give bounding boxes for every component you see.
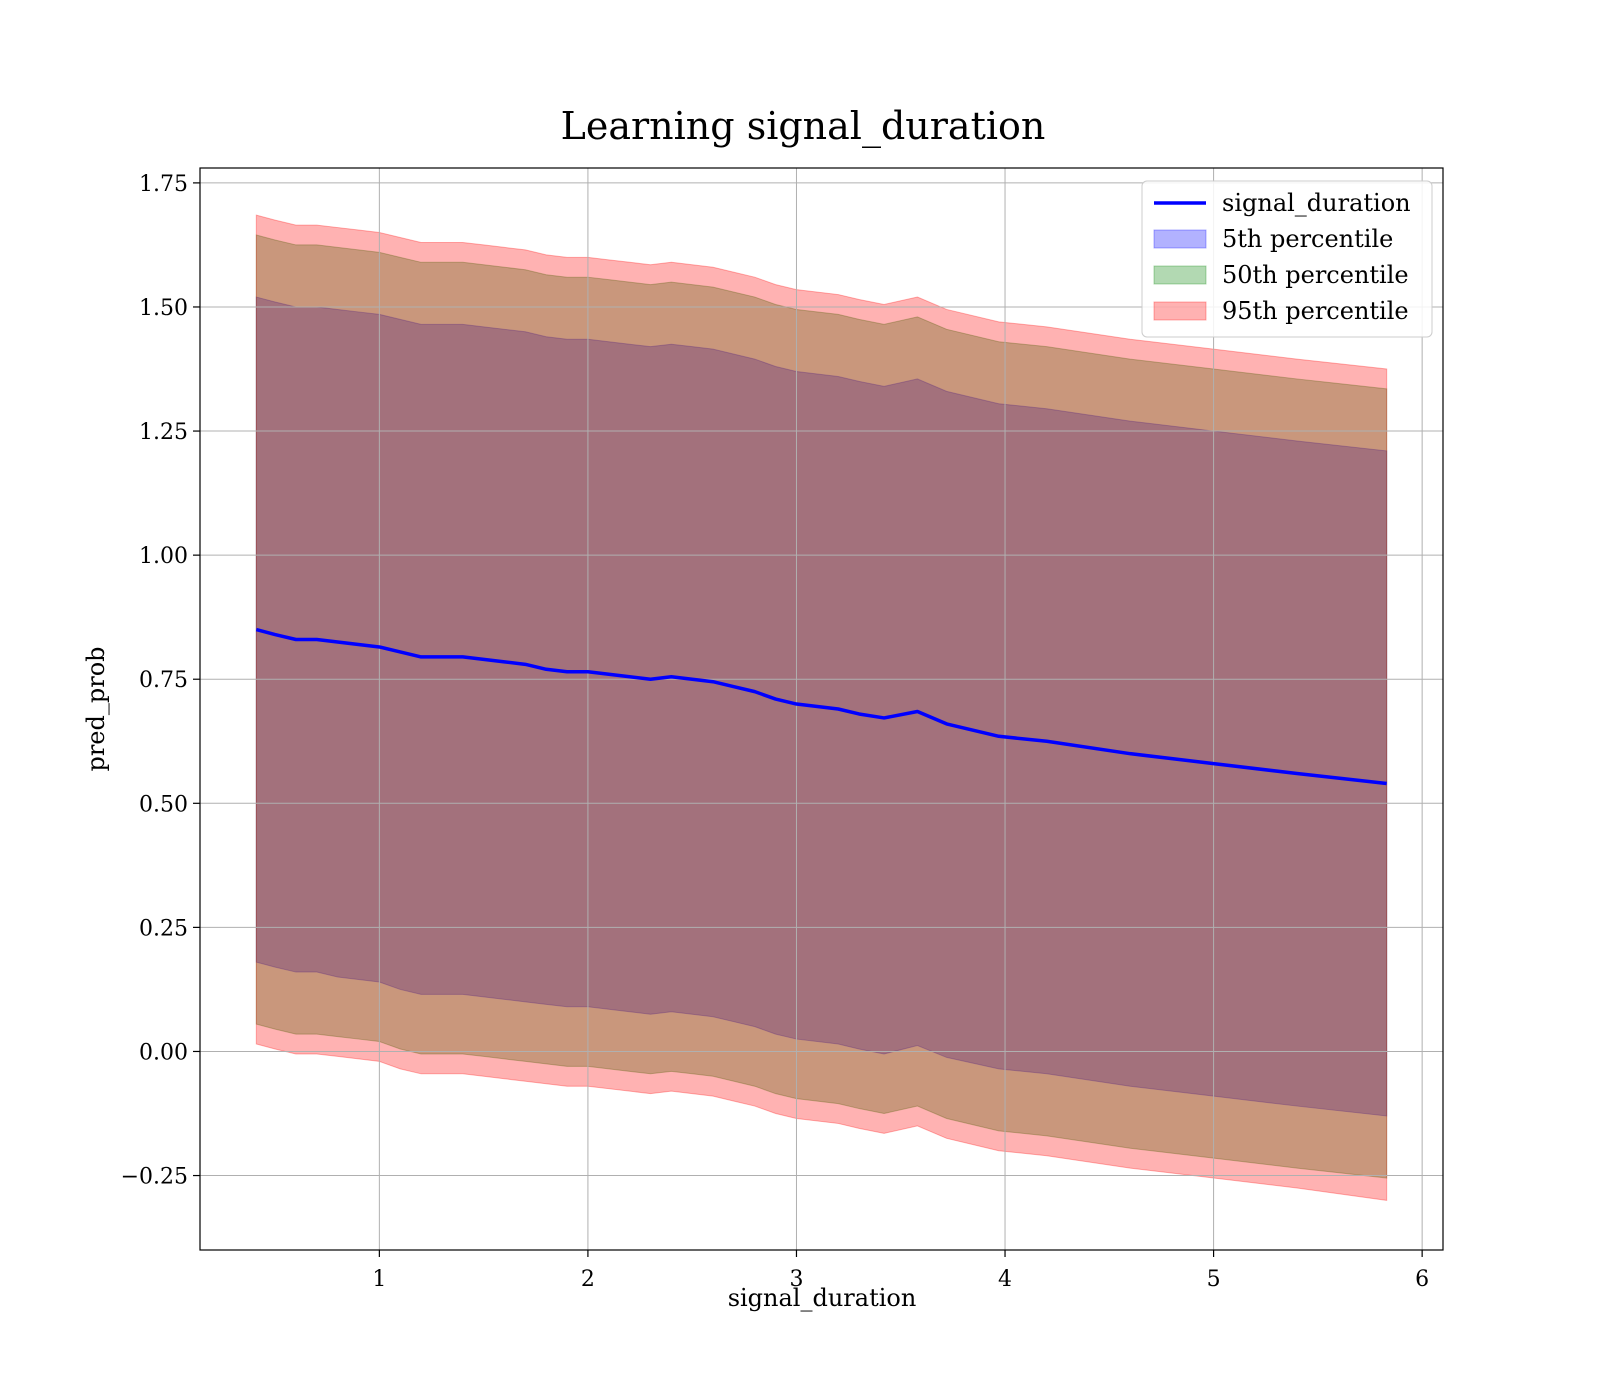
y-axis-ticks: −0.25 0.00 0.25 0.50 0.75 1.00 1.25 1.50 1.75 <box>121 172 200 1190</box>
x-tick-label: 5 <box>1207 1267 1221 1292</box>
legend-label-95th-percentile: 95th percentile <box>1222 297 1409 325</box>
legend-label-5th-percentile: 5th percentile <box>1222 225 1393 253</box>
legend-swatch-5th-percentile <box>1153 229 1207 249</box>
plot-area <box>199 167 1444 1251</box>
x-tick-label: 3 <box>789 1267 803 1292</box>
legend-swatch-95th-percentile <box>1153 301 1207 321</box>
y-tick-label: 0.25 <box>139 916 188 941</box>
x-tick-label: 2 <box>581 1267 595 1292</box>
y-axis-label: pred_prob <box>82 646 110 771</box>
line-signal_duration <box>255 627 1387 786</box>
y-tick-label: 0.00 <box>139 1040 188 1065</box>
axes-frame <box>199 167 1444 1251</box>
x-tick-label: 1 <box>372 1267 386 1292</box>
x-tick-label: 6 <box>1415 1267 1429 1292</box>
y-tick-label: 0.50 <box>139 792 188 817</box>
y-tick-label: 0.75 <box>139 668 188 693</box>
y-tick-label: −0.25 <box>121 1165 188 1190</box>
legend: signal_duration 5th percentile 50th percen… <box>1141 180 1433 338</box>
legend-label-50th-percentile: 50th percentile <box>1222 261 1409 289</box>
legend-box <box>1141 180 1433 338</box>
y-tick-label: 1.50 <box>139 296 188 321</box>
chart-title: Learning signal_duration <box>561 104 1046 149</box>
x-axis-label: signal_duration <box>728 1284 917 1312</box>
legend-swatch-50th-percentile <box>1153 265 1207 285</box>
x-axis-ticks: 1 2 3 4 5 6 <box>372 1250 1429 1292</box>
grid-lines <box>200 168 1443 1250</box>
y-tick-label: 1.00 <box>139 544 188 569</box>
legend-label-signal_duration: signal_duration <box>1222 189 1411 217</box>
x-tick-label: 4 <box>998 1267 1012 1292</box>
y-tick-label: 1.25 <box>139 420 188 445</box>
y-tick-label: 1.75 <box>139 172 188 197</box>
series-lines <box>255 627 1387 786</box>
